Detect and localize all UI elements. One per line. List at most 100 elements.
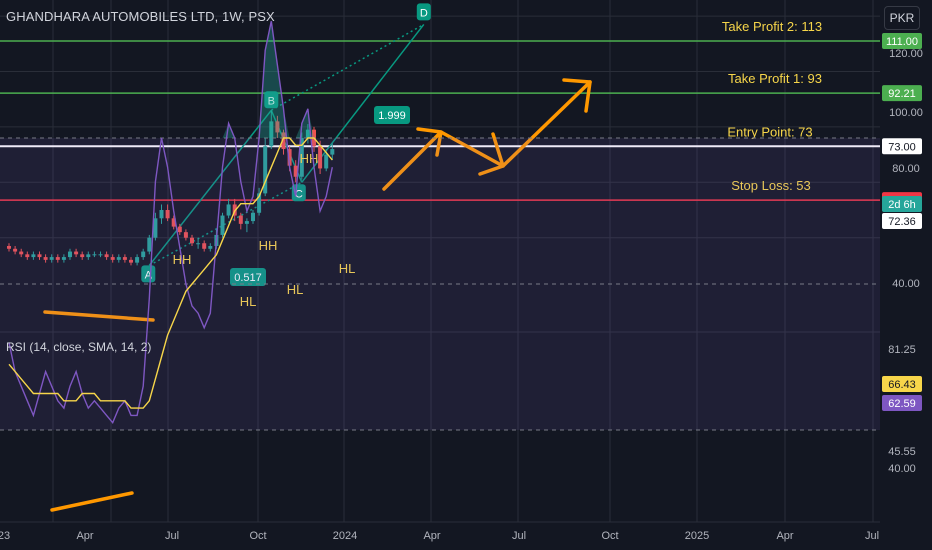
countdown-tag: 2d 6h <box>888 199 916 211</box>
candle-body <box>92 254 97 256</box>
candle-body <box>7 246 11 249</box>
pattern-leg-cd <box>301 23 425 183</box>
candle-body <box>244 221 249 224</box>
pattern-point-d: D <box>420 7 428 19</box>
candle-body <box>238 215 243 224</box>
candle-body <box>324 154 329 169</box>
price-tick: 80.00 <box>892 163 920 175</box>
time-tick: Jul <box>165 530 179 542</box>
pattern-point-a-bg <box>141 265 156 283</box>
pattern-point-b-bg <box>264 91 279 109</box>
candle-body <box>61 257 66 260</box>
secondary-price-tag-bg <box>882 213 922 229</box>
pattern-point-c-bg <box>291 184 306 202</box>
level-label: Entry Point: 73 <box>727 124 812 139</box>
time-tick: 23 <box>0 530 10 542</box>
structure-label: HH <box>259 238 278 253</box>
ratio-label-2: 1.999 <box>378 110 406 122</box>
candle-body <box>159 210 164 219</box>
candle-body <box>330 149 335 155</box>
candle-body <box>55 257 60 260</box>
time-tick: Oct <box>601 530 618 542</box>
structure-label: HL <box>339 261 356 276</box>
candle-body <box>220 215 225 235</box>
candle-body <box>86 254 91 258</box>
level-price-tag: 73.00 <box>888 141 916 153</box>
time-tick: 2025 <box>685 530 709 542</box>
level-label: Take Profit 1: 93 <box>728 71 822 86</box>
candle-body <box>110 257 115 260</box>
secondary-price-tag: 72.36 <box>888 216 916 228</box>
candle-body <box>165 210 170 219</box>
time-tick: 2024 <box>333 530 357 542</box>
candle-body <box>305 129 310 138</box>
pattern-diag-ac <box>148 181 303 267</box>
structure-label: HL <box>240 294 257 309</box>
rsi-tag: 62.59 <box>888 398 916 410</box>
candle-body <box>208 246 213 249</box>
pattern-point-a: A <box>145 269 153 281</box>
candle-body <box>43 257 48 260</box>
chart-title: GHANDHARA AUTOMOBILES LTD, 1W, PSX <box>6 9 275 24</box>
time-tick: Apr <box>423 530 440 542</box>
level-price-tag-bg <box>882 85 922 102</box>
projection-arrow-2 <box>478 132 505 176</box>
ratio-label-1: 0.517 <box>234 272 262 284</box>
price-tick: 100.00 <box>889 107 923 119</box>
rsi-tick: 81.25 <box>888 344 916 356</box>
candle-body <box>287 149 292 166</box>
rsi-tag-bg <box>882 395 922 411</box>
candle-body <box>293 165 298 177</box>
price-tick: 120.00 <box>889 48 923 60</box>
candle-body <box>122 257 127 260</box>
structure-label: HL <box>287 282 304 297</box>
candle-body <box>49 257 54 260</box>
candle-body <box>13 248 18 252</box>
countdown-tag-bg <box>882 196 922 212</box>
time-tick: Apr <box>776 530 793 542</box>
rsi-ma-line <box>8 137 333 409</box>
level-label: Stop Loss: 53 <box>731 178 811 193</box>
candle-body <box>171 218 176 227</box>
candle-body <box>190 237 194 244</box>
candle-body <box>104 254 109 258</box>
candle-body <box>80 254 85 258</box>
time-tick: Jul <box>865 530 879 542</box>
level-price-tag: 111.00 <box>886 36 918 48</box>
level-label: Take Profit 2: 113 <box>722 19 822 34</box>
candle-body <box>74 251 79 255</box>
candle-body <box>177 226 182 233</box>
rsi-ma-tag-bg <box>882 376 922 392</box>
candle-body <box>183 232 188 238</box>
candle-body <box>202 243 207 249</box>
rsi-tick: 45.55 <box>888 446 916 458</box>
time-tick: Apr <box>76 530 93 542</box>
level-price-tag-bg <box>882 33 922 50</box>
rsi-tick: 40.00 <box>888 463 916 475</box>
time-tick: Jul <box>512 530 526 542</box>
level-price-tag: 92.21 <box>888 88 916 100</box>
pattern-leg-ab <box>148 109 272 266</box>
candle-body <box>19 251 24 255</box>
candle-body <box>147 237 152 252</box>
candle-body <box>281 132 286 150</box>
candle-body <box>275 121 280 133</box>
level-price-tag-bg <box>882 138 922 155</box>
currency-button[interactable]: PKR <box>884 6 920 30</box>
candle-body <box>251 212 255 222</box>
candle-body <box>269 121 274 147</box>
pattern-diag-bd <box>270 23 425 111</box>
price-tick: 40.00 <box>892 278 920 290</box>
rsi-overbought-fill <box>9 21 333 139</box>
candle-body <box>135 257 140 263</box>
candle-body <box>37 254 42 258</box>
candle-body <box>263 146 268 194</box>
candle-body <box>299 137 304 177</box>
candle-body <box>31 254 36 258</box>
candle-body <box>68 251 72 258</box>
candle-body <box>25 254 30 258</box>
pattern-point-b: B <box>268 95 275 107</box>
candle-body <box>116 257 121 260</box>
candle-body <box>318 146 323 169</box>
